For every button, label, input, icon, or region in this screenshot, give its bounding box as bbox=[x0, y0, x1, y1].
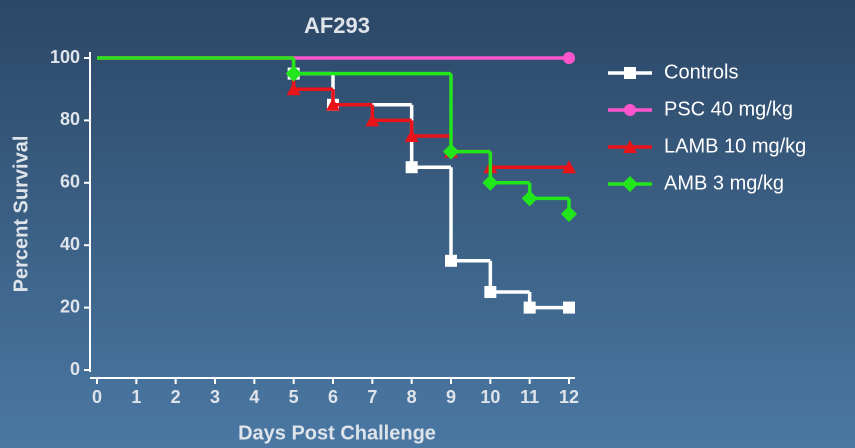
legend-label: LAMB 10 mg/kg bbox=[664, 135, 806, 157]
x-tick-label: 5 bbox=[289, 387, 299, 407]
data-point bbox=[286, 82, 301, 96]
legend-label: Controls bbox=[664, 61, 738, 83]
x-tick-label: 2 bbox=[171, 387, 181, 407]
y-tick-label: 60 bbox=[60, 172, 80, 192]
data-point bbox=[404, 129, 419, 142]
x-tick-label: 4 bbox=[249, 387, 259, 407]
data-point bbox=[563, 301, 575, 314]
x-tick-label: 10 bbox=[480, 387, 500, 407]
x-axis-title: Days Post Challenge bbox=[238, 422, 436, 444]
y-tick-label: 80 bbox=[60, 109, 80, 129]
data-point bbox=[561, 206, 577, 222]
x-tick-label: 6 bbox=[328, 387, 338, 407]
data-point bbox=[405, 161, 418, 174]
legend-marker bbox=[622, 176, 638, 192]
x-tick-label: 7 bbox=[367, 387, 377, 407]
data-point bbox=[523, 301, 536, 314]
data-point bbox=[562, 160, 576, 174]
x-tick-label: 9 bbox=[446, 387, 456, 407]
y-tick-label: 40 bbox=[60, 234, 80, 254]
y-axis-title: Percent Survival bbox=[10, 136, 32, 293]
data-point bbox=[482, 174, 499, 191]
x-tick-label: 11 bbox=[520, 387, 539, 407]
x-tick-label: 12 bbox=[559, 387, 579, 407]
chart-title: AF293 bbox=[304, 13, 370, 38]
data-point bbox=[285, 65, 302, 82]
x-tick-label: 8 bbox=[407, 387, 417, 407]
data-point bbox=[326, 97, 340, 111]
y-tick-label: 100 bbox=[50, 47, 80, 67]
y-tick-label: 20 bbox=[60, 296, 80, 316]
data-point bbox=[445, 254, 457, 267]
data-point bbox=[443, 143, 459, 160]
data-point bbox=[521, 190, 538, 207]
legend-marker bbox=[624, 67, 636, 79]
y-tick-label: 0 bbox=[70, 359, 80, 379]
data-point bbox=[365, 113, 380, 127]
legend-label: AMB 3 mg/kg bbox=[664, 172, 784, 194]
x-tick-label: 0 bbox=[92, 387, 102, 407]
data-point bbox=[563, 52, 575, 64]
data-point bbox=[484, 286, 497, 298]
x-tick-label: 3 bbox=[210, 387, 220, 407]
x-tick-label: 1 bbox=[131, 387, 141, 407]
legend-marker bbox=[624, 104, 636, 116]
legend-label: PSC 40 mg/kg bbox=[664, 98, 793, 120]
legend-marker bbox=[623, 140, 637, 153]
